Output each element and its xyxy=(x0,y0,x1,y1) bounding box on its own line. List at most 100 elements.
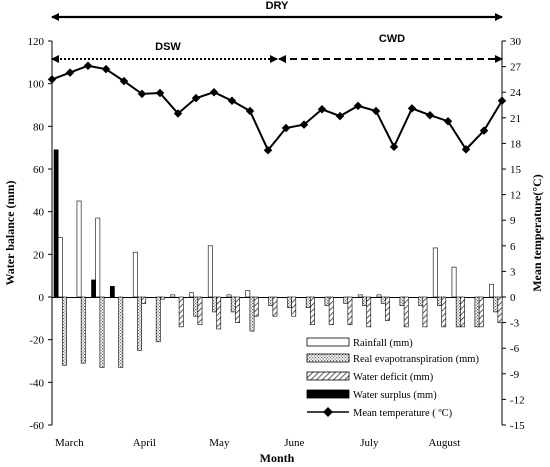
left-tick-label: -20 xyxy=(29,335,44,347)
month-label: April xyxy=(133,437,156,449)
legend-label-temperature: Mean temperature ( ºC) xyxy=(353,408,453,419)
left-tick-label: 60 xyxy=(33,164,45,176)
left-tick-label: -60 xyxy=(29,420,44,432)
right-tick-label: 12 xyxy=(510,190,521,202)
deficit-bar xyxy=(291,296,297,317)
evapotranspiration-bar xyxy=(437,296,442,306)
deficit-bar xyxy=(347,296,353,326)
rainfall-bar xyxy=(376,294,382,298)
temperature-point xyxy=(245,106,255,116)
deficit-bar xyxy=(366,296,372,328)
rainfall-bar xyxy=(207,245,213,298)
temperature-point xyxy=(407,104,417,113)
temperature-point xyxy=(209,87,219,97)
right-tick-label: 18 xyxy=(510,138,522,150)
rainfall-bar xyxy=(189,292,194,298)
month-label: July xyxy=(360,437,379,449)
right-tick-label: 21 xyxy=(510,113,521,125)
deficit-bar xyxy=(422,296,428,328)
evapotranspiration-bar xyxy=(399,296,405,306)
deficit-bar xyxy=(253,296,259,317)
rainfall-bar xyxy=(132,251,138,298)
legend-label-evapotranspiration: Real evapotranspiration (mm) xyxy=(353,354,479,365)
temperature-point xyxy=(227,96,237,105)
temperature-point xyxy=(191,93,201,103)
right-tick-label: 27 xyxy=(510,62,522,74)
left-tick-label: 0 xyxy=(39,292,45,304)
rainfall-bar xyxy=(432,247,438,298)
month-tick-labels: March April May June July August xyxy=(55,437,460,449)
deficit-bar xyxy=(385,296,390,321)
deficit-bar xyxy=(403,296,409,328)
evapotranspiration-bar xyxy=(474,296,480,328)
temperature-point xyxy=(317,105,327,114)
right-tick-label: 3 xyxy=(510,266,516,278)
temperature-point xyxy=(461,145,471,154)
temperature-point xyxy=(371,106,381,116)
deficit-bar xyxy=(441,296,447,328)
temperature-point xyxy=(101,64,111,74)
left-tick-label: 120 xyxy=(28,36,45,48)
deficit-bar xyxy=(141,296,147,304)
legend: Rainfall (mm) Real evapotranspiration (m… xyxy=(306,337,479,419)
evapotranspiration-bar xyxy=(62,296,67,366)
right-tick-label: 6 xyxy=(510,241,516,253)
dry-label: DRY xyxy=(266,0,289,12)
temperature-point xyxy=(173,109,183,118)
y-left-title: Water balance (mm) xyxy=(3,180,17,285)
rainfall-bar xyxy=(245,290,251,298)
month-label: June xyxy=(284,437,304,449)
x-title: Month xyxy=(260,451,295,465)
deficit-bar xyxy=(497,296,503,323)
rainfall-bar xyxy=(451,266,457,298)
y-right-title: Mean temperature(°C) xyxy=(530,174,544,292)
legend-swatch-rainfall xyxy=(306,337,350,347)
left-axis-ticks: -60 -40 -20 0 20 40 60 80 100 120 xyxy=(28,36,52,432)
temperature-point xyxy=(335,111,345,121)
evapotranspiration-bar xyxy=(362,296,367,306)
evapotranspiration-bar xyxy=(230,296,236,313)
rainfall-bar xyxy=(170,294,176,298)
evapotranspiration-bar xyxy=(155,296,161,343)
legend-swatch-surplus xyxy=(306,389,350,399)
period-annotations: DRY DSW CWD xyxy=(51,0,503,63)
left-tick-label: 20 xyxy=(33,249,45,261)
right-tick-label: 30 xyxy=(510,36,522,48)
rainfall-bar xyxy=(57,236,63,298)
surplus-bar xyxy=(91,279,96,298)
surplus-bar xyxy=(53,149,59,298)
axes: -60 -40 -20 0 20 40 60 80 100 120 -15 -12 -9 -6 -3 0 3 6… xyxy=(28,36,526,449)
deficit-bar xyxy=(328,296,334,326)
rainfall-bar xyxy=(357,294,363,298)
temperature-point xyxy=(443,116,453,126)
right-axis-ticks: -15 -12 -9 -6 -3 0 3 6 9 12 15 18 21 24 27 30 xyxy=(502,36,525,432)
legend-label-surplus: Water surplus (mm) xyxy=(353,390,437,401)
legend-marker-temperature xyxy=(323,407,333,417)
evapotranspiration-bar xyxy=(380,296,386,304)
left-tick-label: 80 xyxy=(33,121,45,133)
evapotranspiration-bar xyxy=(118,296,124,368)
month-label: August xyxy=(428,437,460,449)
bar-series xyxy=(53,149,503,368)
temperature-point xyxy=(47,75,57,84)
evapotranspiration-bar xyxy=(455,296,461,328)
deficit-bar xyxy=(460,296,465,328)
deficit-bar xyxy=(272,296,278,317)
surplus-bar xyxy=(109,286,115,298)
rainfall-bar xyxy=(95,217,101,298)
evapotranspiration-bar xyxy=(287,296,292,308)
legend-label-deficit: Water deficit (mm) xyxy=(353,372,434,383)
deficit-bar xyxy=(160,296,165,300)
right-tick-label: 24 xyxy=(510,87,522,99)
deficit-bar xyxy=(235,296,240,323)
left-tick-label: -40 xyxy=(29,377,44,389)
legend-swatch-evapotranspiration xyxy=(306,353,350,363)
temperature-point xyxy=(263,145,273,155)
deficit-bar xyxy=(178,296,184,328)
deficit-bar xyxy=(216,296,222,330)
evapotranspiration-bar xyxy=(99,296,105,368)
temperature-point xyxy=(83,61,93,70)
rainfall-bar xyxy=(76,200,82,298)
evapotranspiration-bar xyxy=(324,296,330,306)
